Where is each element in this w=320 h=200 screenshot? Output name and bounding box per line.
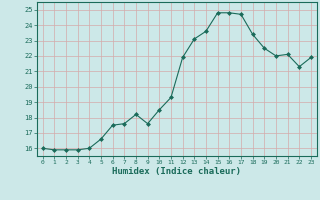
- X-axis label: Humidex (Indice chaleur): Humidex (Indice chaleur): [112, 167, 241, 176]
